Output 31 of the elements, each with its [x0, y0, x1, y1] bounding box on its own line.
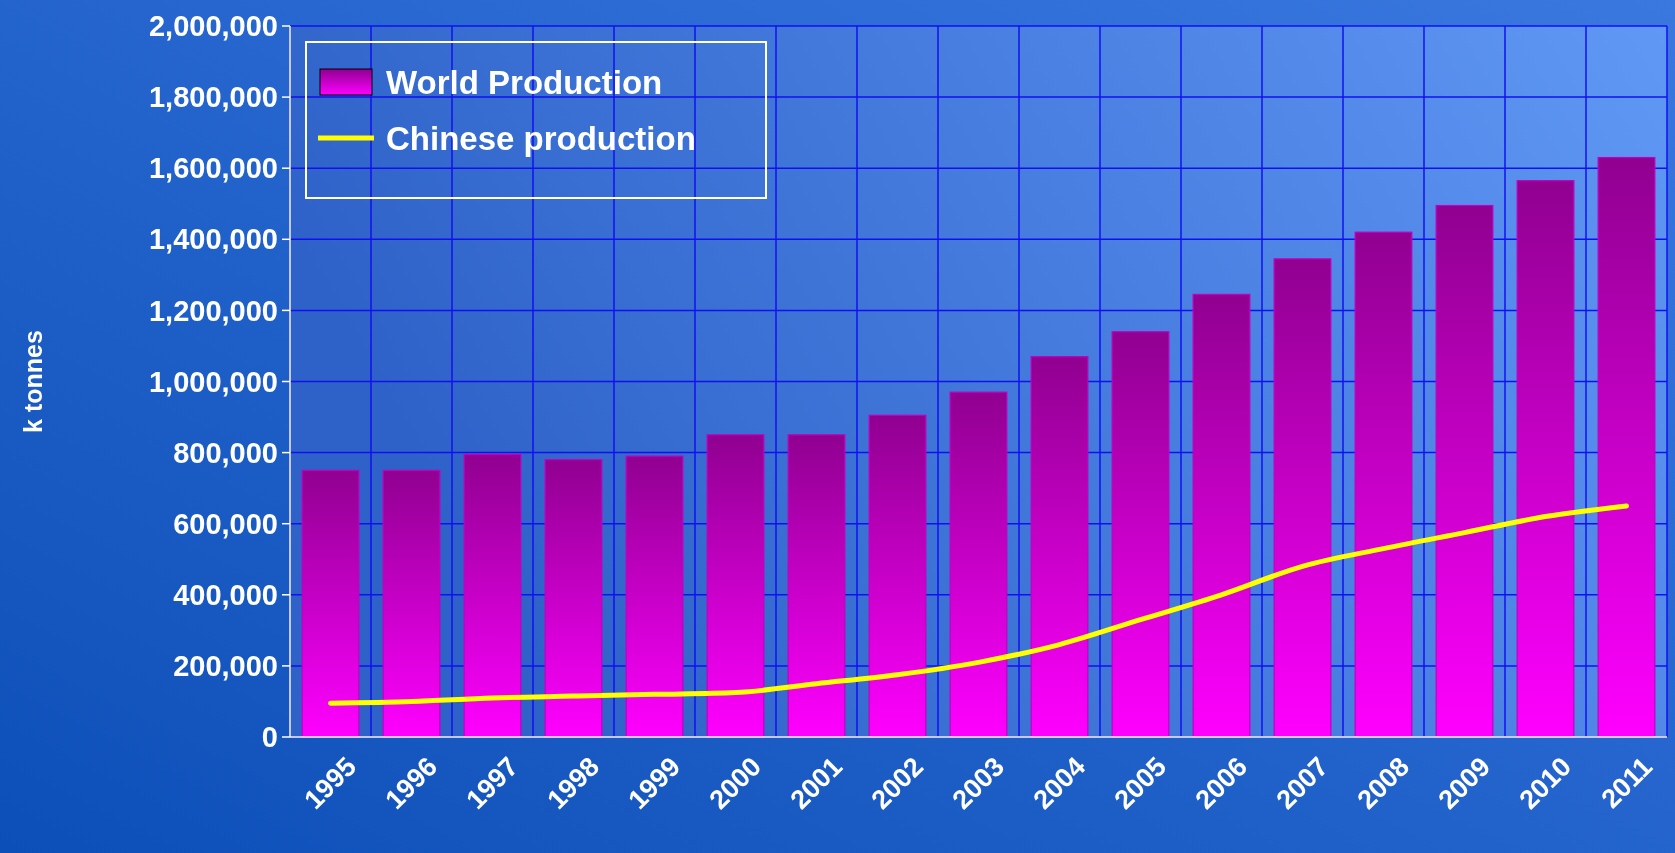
bar — [787, 434, 846, 738]
bar — [382, 469, 441, 738]
y-tick-label: 200,000 — [173, 650, 278, 683]
y-tick-label: 1,000,000 — [148, 365, 278, 398]
bar — [463, 453, 522, 738]
y-tick-label: 1,600,000 — [148, 152, 278, 185]
bar — [868, 414, 927, 738]
bar — [1030, 356, 1089, 738]
bar — [301, 469, 360, 738]
y-tick-label: 1,800,000 — [148, 81, 278, 114]
bar — [1435, 204, 1494, 738]
bar — [1516, 180, 1575, 738]
bar — [625, 455, 684, 738]
y-tick-label: 600,000 — [173, 507, 278, 540]
bar — [1273, 258, 1332, 738]
y-tick-label: 2,000,000 — [148, 10, 278, 43]
y-tick-label: 400,000 — [173, 578, 278, 611]
y-axis-title: k tonnes — [19, 330, 47, 433]
y-tick-label: 1,200,000 — [148, 294, 278, 327]
legend-label: Chinese production — [386, 119, 696, 157]
bar — [706, 434, 765, 738]
bar — [1597, 156, 1656, 738]
bar — [1354, 231, 1413, 738]
bar — [1111, 331, 1170, 738]
bar — [544, 459, 603, 738]
y-tick-label: 1,400,000 — [148, 223, 278, 256]
y-tick-label: 0 — [261, 721, 278, 754]
legend-label: World Production — [386, 63, 663, 101]
bar — [949, 391, 1008, 738]
bar — [1192, 293, 1251, 738]
y-tick-label: 800,000 — [173, 436, 278, 469]
